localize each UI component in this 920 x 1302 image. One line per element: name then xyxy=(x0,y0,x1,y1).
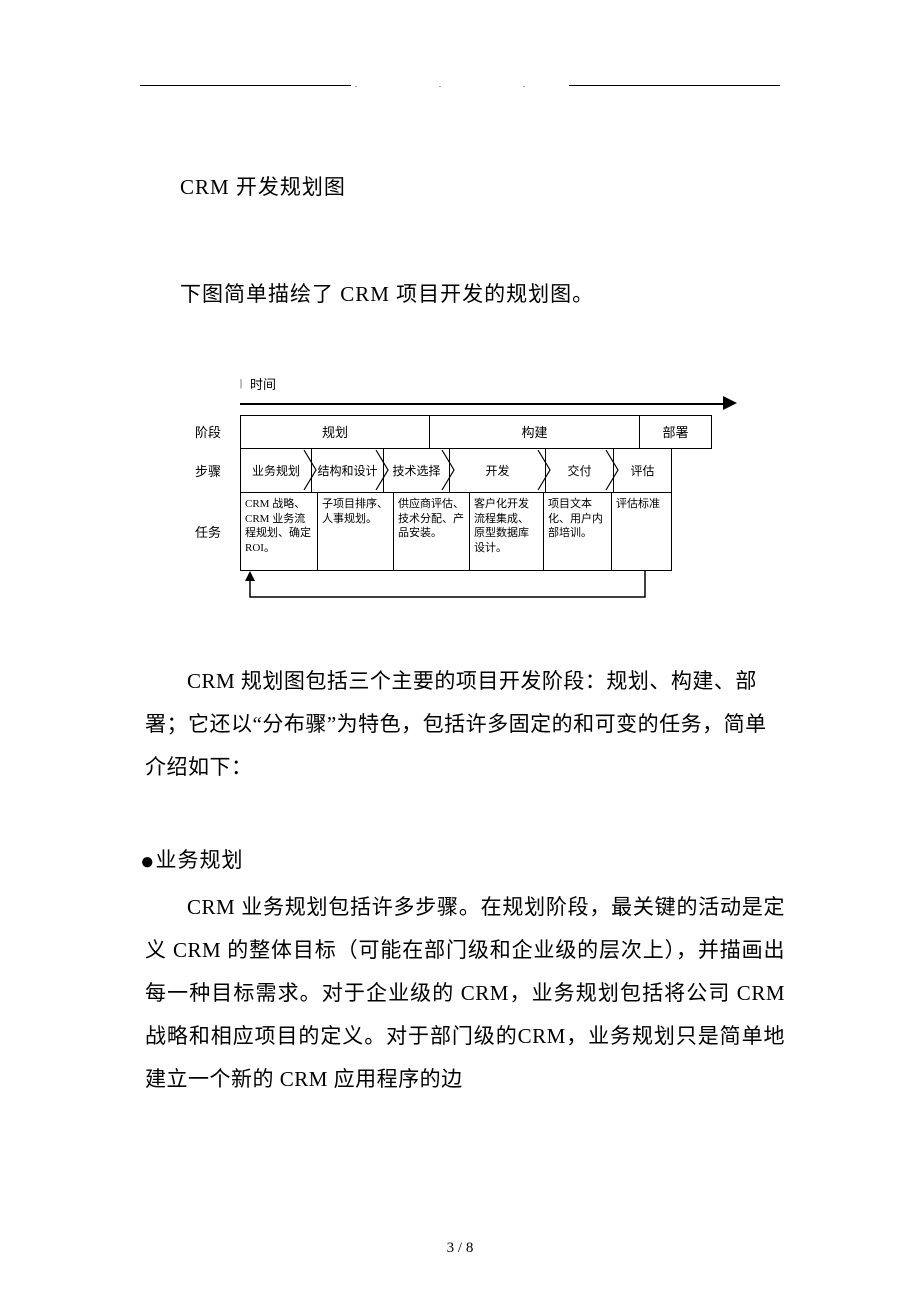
section-heading-text: 业务规划 xyxy=(156,848,244,872)
feedback-arrow-row xyxy=(240,571,735,605)
phase-cell: 构建 xyxy=(430,415,640,449)
task-cell: 评估标准 xyxy=(612,493,672,571)
step-cell: 开发 xyxy=(450,449,546,493)
step-cell: 技术选择 xyxy=(384,449,450,493)
feedback-arrow-icon xyxy=(240,571,712,605)
crm-planning-diagram: | 时间 阶段 规划构建部署 步骤 业务规划结构和设计技术选择 开发 交付 评估 任务… xyxy=(195,369,735,605)
step-label: 结构和设计 xyxy=(317,462,377,479)
step-label: 业务规划 xyxy=(252,462,300,479)
arrow-right-icon xyxy=(723,396,737,410)
step-label: 交付 xyxy=(567,462,591,479)
row-label-step: 步骤 xyxy=(195,449,240,493)
bullet-icon: ● xyxy=(140,849,156,875)
step-cell: 业务规划 xyxy=(240,449,312,493)
phase-cell: 部署 xyxy=(640,415,712,449)
diagram-description: CRM 规划图包括三个主要的项目开发阶段：规划、构建、部署；它还以“分布骤”为特… xyxy=(145,660,785,789)
phase-row: 规划构建部署 xyxy=(240,415,735,449)
step-cell: 交付 xyxy=(546,449,614,493)
step-cell: 结构和设计 xyxy=(312,449,384,493)
timeline-tick: | xyxy=(240,378,242,389)
intro-text: 下图简单描绘了 CRM 项目开发的规划图。 xyxy=(180,276,820,314)
task-cell: 客户化开发流程集成、原型数据库设计。 xyxy=(470,493,544,571)
step-row: 业务规划结构和设计技术选择 开发 交付 评估 xyxy=(240,449,735,493)
row-label-task: 任务 xyxy=(195,493,240,571)
step-label: 评估 xyxy=(630,462,654,479)
row-label-phase: 阶段 xyxy=(195,415,240,449)
step-cell: 评估 xyxy=(614,449,672,493)
phase-cell: 规划 xyxy=(240,415,430,449)
task-cell: 项目文本化、用户内部培训。 xyxy=(544,493,612,571)
page-title: CRM 开发规划图 xyxy=(180,171,820,201)
header-dots: . . . xyxy=(351,83,569,87)
page-number: 3 / 8 xyxy=(0,1240,920,1257)
header-rule: . . . xyxy=(140,85,780,86)
task-cell: 子项目排序、人事规划。 xyxy=(318,493,394,571)
timeline-label: 时间 xyxy=(250,374,276,393)
task-cell: CRM 战略、CRM 业务流程规划、确定 ROI。 xyxy=(240,493,318,571)
task-row: CRM 战略、CRM 业务流程规划、确定 ROI。子项目排序、人事规划。供应商评… xyxy=(240,493,735,571)
timeline-label-row: | 时间 xyxy=(240,369,735,399)
section-heading-business-planning: ●业务规划 xyxy=(140,844,820,876)
step-label: 开发 xyxy=(485,462,509,479)
task-cell: 供应商评估、技术分配、产品安装。 xyxy=(394,493,470,571)
timeline-arrow xyxy=(240,399,735,415)
step-label: 技术选择 xyxy=(392,462,440,479)
body-paragraph: CRM 业务规划包括许多步骤。在规划阶段，最关键的活动是定义 CRM 的整体目标… xyxy=(145,886,785,1101)
